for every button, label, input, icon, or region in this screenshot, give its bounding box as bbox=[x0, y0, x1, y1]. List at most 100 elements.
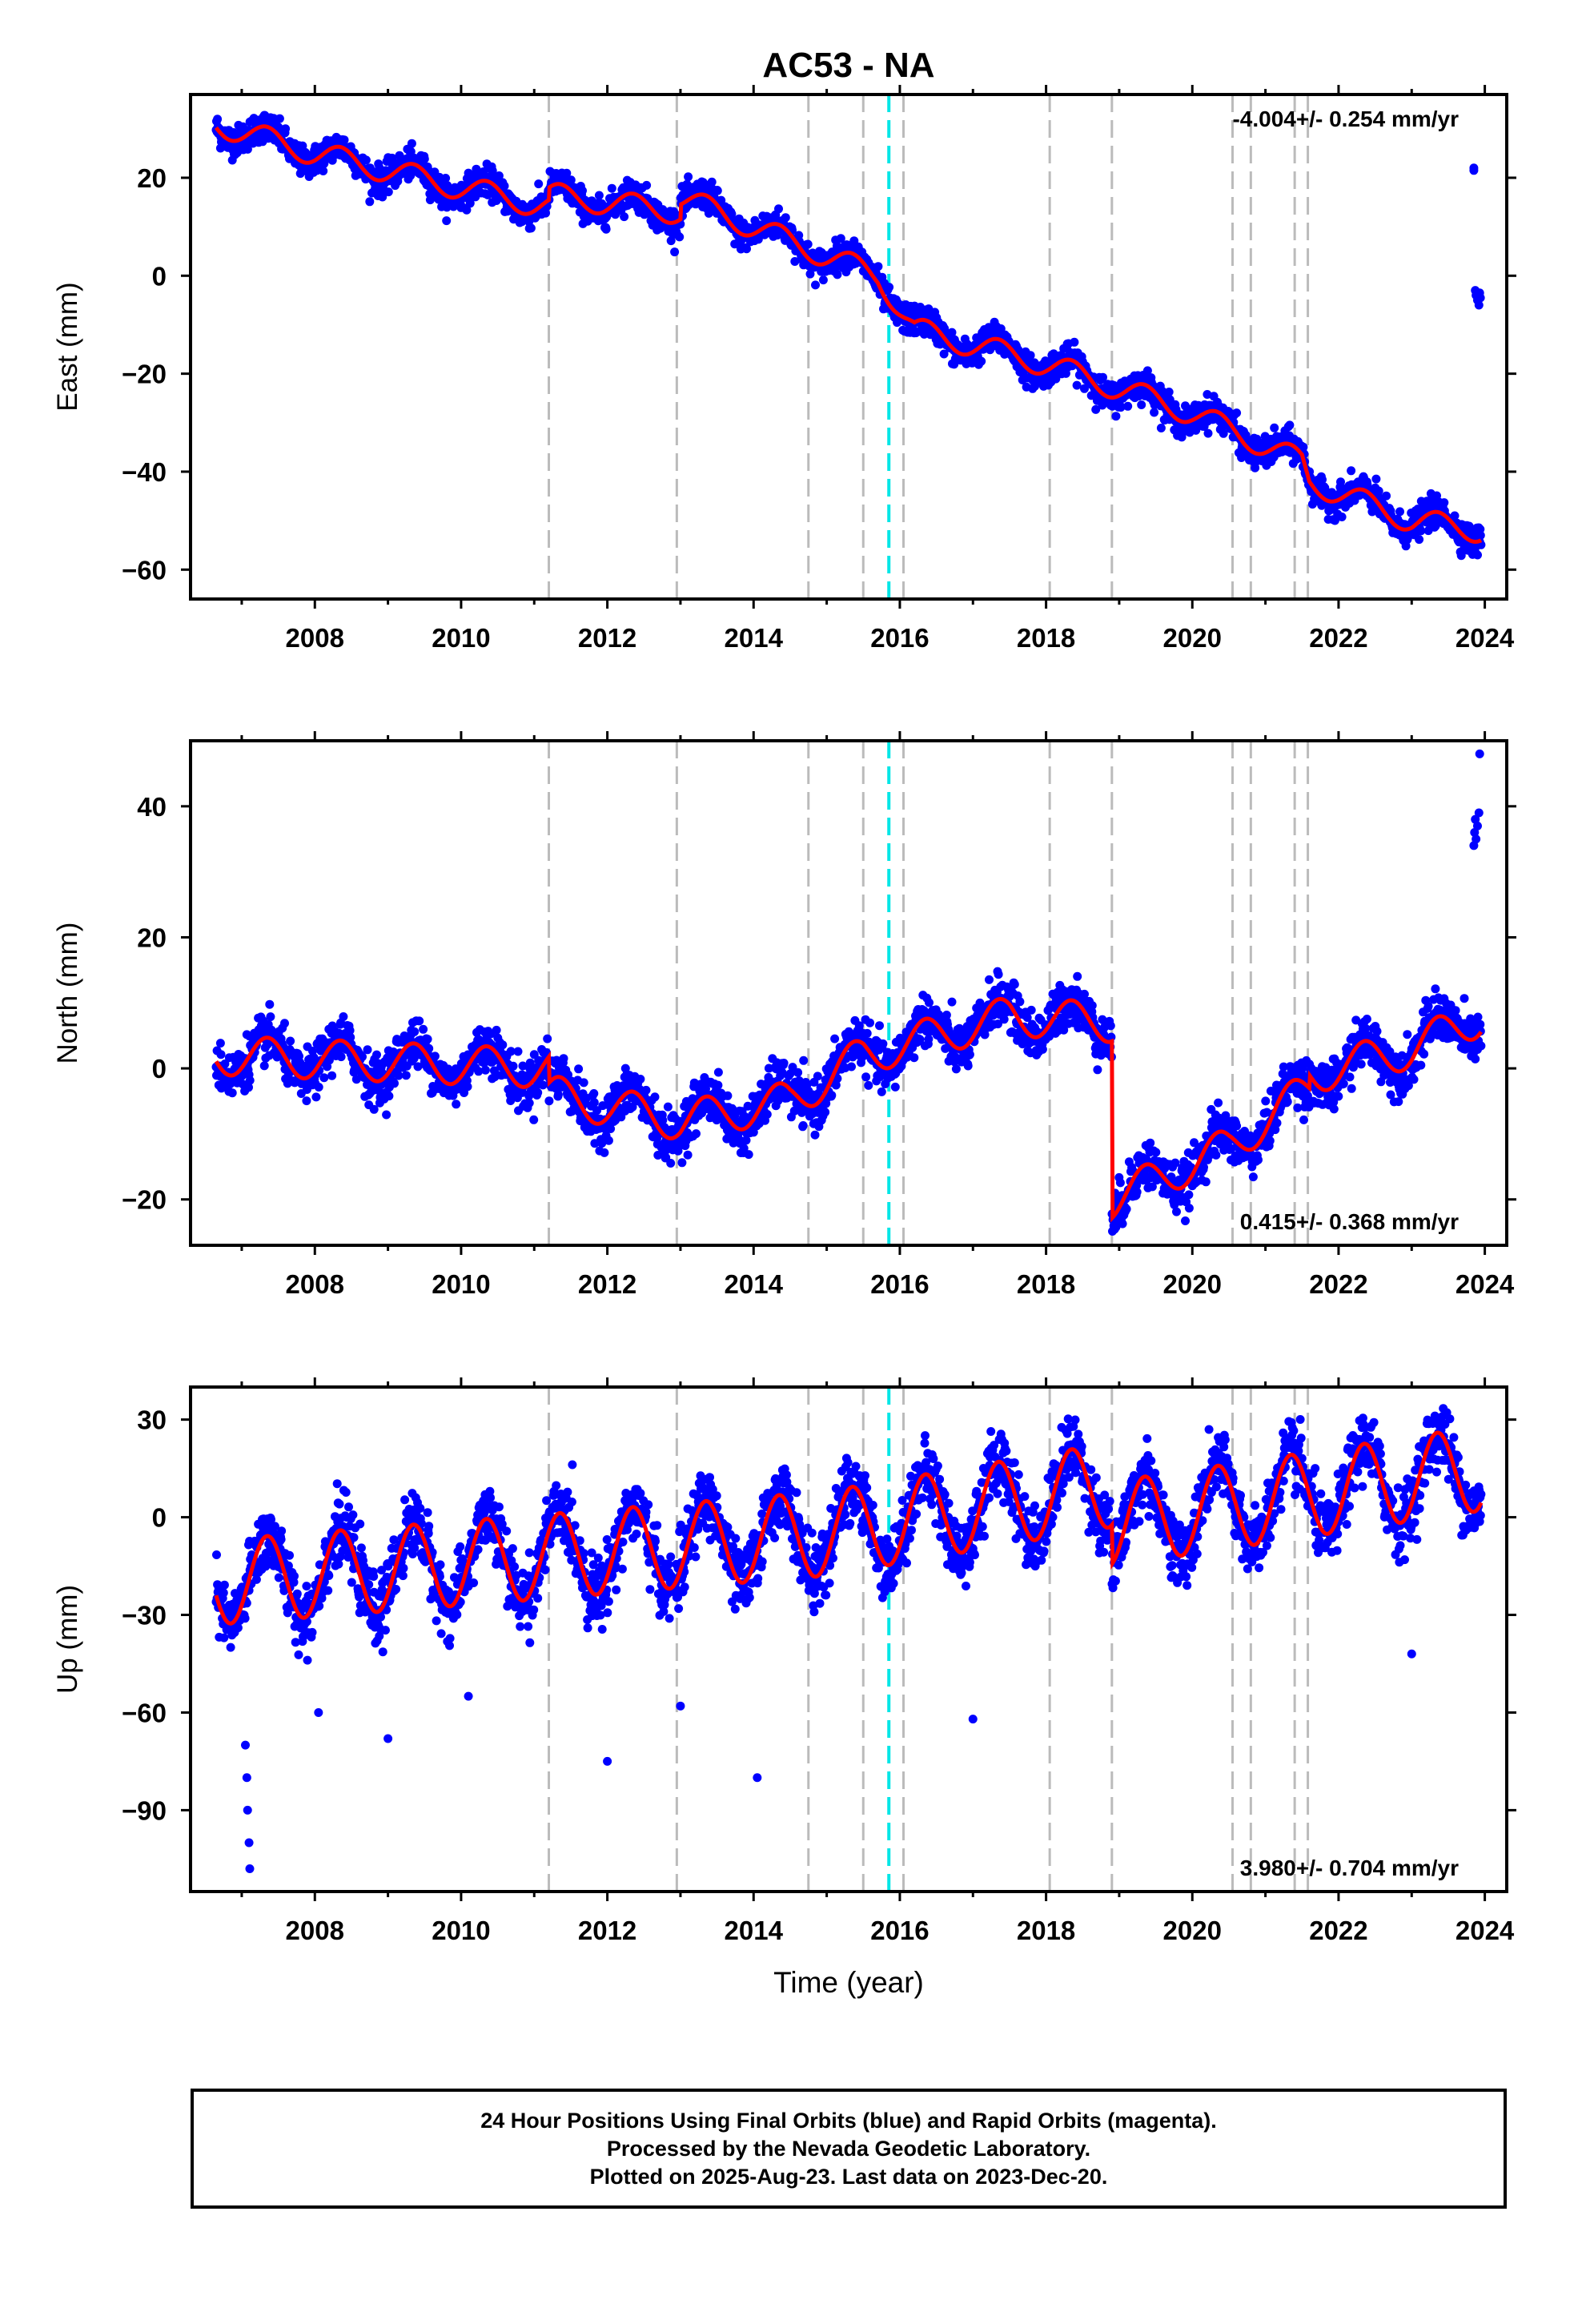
data-point bbox=[877, 1087, 886, 1096]
data-point bbox=[589, 1098, 599, 1108]
data-point bbox=[319, 1073, 329, 1083]
data-point bbox=[384, 1092, 394, 1101]
rate-label: -4.004+/- 0.254 mm/yr bbox=[1232, 107, 1459, 131]
data-point bbox=[620, 212, 629, 222]
model-line bbox=[215, 124, 1483, 544]
data-point bbox=[553, 1090, 563, 1100]
data-point bbox=[607, 183, 616, 193]
data-point bbox=[836, 234, 845, 243]
data-point bbox=[1137, 400, 1146, 409]
data-point bbox=[810, 1130, 820, 1140]
data-point bbox=[1439, 498, 1449, 508]
data-point bbox=[358, 1052, 367, 1062]
data-point bbox=[675, 232, 685, 242]
data-point bbox=[847, 1062, 856, 1072]
data-point bbox=[363, 1045, 372, 1055]
data-point bbox=[524, 1098, 534, 1108]
data-point bbox=[589, 1089, 599, 1098]
data-point bbox=[1051, 374, 1061, 384]
data-point bbox=[280, 1019, 289, 1028]
data-point bbox=[430, 1051, 440, 1061]
data-point bbox=[1203, 428, 1213, 438]
data-point bbox=[1299, 442, 1308, 452]
data-point bbox=[378, 192, 387, 202]
data-point bbox=[265, 999, 275, 1009]
data-point bbox=[947, 328, 957, 337]
y-tick-label: −20 bbox=[122, 360, 167, 389]
data-point bbox=[1347, 466, 1356, 476]
data-point bbox=[713, 1080, 723, 1090]
data-point bbox=[383, 187, 393, 197]
data-point bbox=[1456, 551, 1466, 561]
data-point bbox=[463, 1082, 472, 1092]
data-point bbox=[544, 1096, 554, 1106]
panels: 2008 2010 2012 2014 2016 2018 2020 2022 2024200−… bbox=[52, 85, 1516, 1945]
data-point bbox=[259, 1061, 269, 1071]
data-point bbox=[1072, 380, 1082, 390]
data-point bbox=[818, 275, 828, 285]
data-point bbox=[346, 1032, 355, 1042]
data-point bbox=[1038, 1044, 1047, 1054]
data-point bbox=[939, 349, 949, 359]
data-point bbox=[813, 1072, 822, 1081]
data-point bbox=[543, 1034, 552, 1043]
data-point-outlier bbox=[1474, 300, 1484, 310]
data-point bbox=[1091, 404, 1101, 414]
y-tick-label: 0 bbox=[152, 261, 167, 291]
data-point bbox=[406, 171, 416, 180]
data-point bbox=[216, 1050, 226, 1059]
data-point bbox=[805, 269, 815, 279]
data-point bbox=[1073, 971, 1082, 981]
data-point bbox=[420, 155, 429, 163]
data-point bbox=[875, 1021, 884, 1031]
data-point bbox=[677, 1158, 687, 1168]
data-point bbox=[707, 177, 717, 187]
y-axis-label: East (mm) bbox=[52, 282, 83, 411]
data-point bbox=[1285, 420, 1295, 430]
data-point bbox=[1374, 486, 1383, 496]
data-point bbox=[1026, 351, 1035, 360]
data-point bbox=[286, 1036, 295, 1046]
data-point bbox=[314, 1083, 323, 1092]
data-point bbox=[1476, 531, 1485, 540]
data-point bbox=[266, 1012, 275, 1022]
data-point bbox=[713, 1068, 723, 1077]
data-point bbox=[692, 1129, 701, 1139]
plot-frame bbox=[189, 93, 1508, 601]
data-point bbox=[670, 247, 680, 257]
data-point bbox=[878, 1039, 888, 1048]
y-tick-label: −40 bbox=[122, 457, 167, 487]
data-point bbox=[865, 1018, 874, 1027]
data-point bbox=[790, 257, 800, 266]
data-point bbox=[442, 216, 452, 226]
data-point bbox=[779, 1059, 789, 1068]
data-point bbox=[452, 1100, 461, 1109]
x-tick-label: 2024 bbox=[1456, 623, 1515, 653]
data-point bbox=[275, 114, 284, 123]
data-point bbox=[1111, 412, 1121, 421]
data-point bbox=[345, 1026, 355, 1035]
data-point bbox=[1318, 475, 1327, 485]
data-point bbox=[361, 155, 371, 165]
data-point bbox=[566, 175, 576, 185]
data-point bbox=[864, 1080, 873, 1090]
data-point bbox=[1450, 511, 1460, 521]
data-point bbox=[245, 1076, 255, 1085]
data-point bbox=[666, 1159, 676, 1168]
data-point bbox=[401, 1071, 411, 1080]
data-point bbox=[742, 244, 751, 254]
data-point bbox=[963, 1061, 973, 1071]
x-tick-label: 2010 bbox=[432, 623, 490, 653]
data-point bbox=[1232, 408, 1242, 418]
data-point bbox=[574, 1064, 584, 1074]
data-point bbox=[925, 998, 934, 1007]
data-point bbox=[1416, 526, 1426, 536]
data-point bbox=[833, 270, 842, 279]
data-point-outlier bbox=[1476, 293, 1485, 303]
data-point bbox=[1123, 401, 1133, 411]
figure-title: AC53 - NA bbox=[762, 46, 934, 85]
data-point bbox=[534, 179, 544, 189]
data-point bbox=[423, 1035, 432, 1044]
data-point bbox=[1093, 1065, 1102, 1075]
data-point bbox=[390, 1079, 399, 1088]
